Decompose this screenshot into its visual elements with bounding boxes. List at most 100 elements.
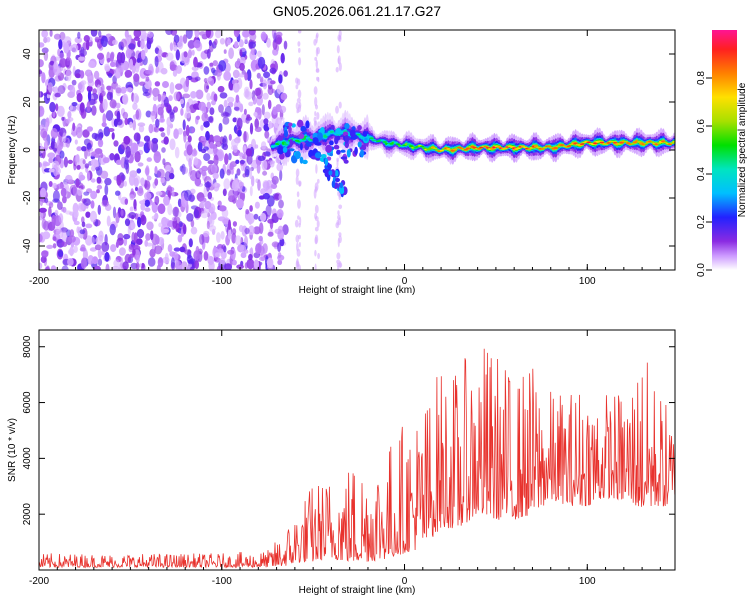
noise-blob (169, 138, 176, 151)
noise-blob (255, 87, 263, 100)
noise-blob (96, 189, 100, 194)
noise-blob (186, 213, 194, 222)
noise-blob (283, 40, 288, 50)
noise-blob (69, 229, 75, 238)
noise-blob (157, 257, 164, 268)
noise-streak-blob (314, 216, 319, 222)
noise-blob (220, 230, 225, 240)
noise-blob (206, 92, 211, 101)
noise-blob (222, 138, 227, 144)
noise-blob (109, 153, 115, 161)
ridge-fragment (302, 159, 308, 165)
noise-blob (215, 30, 222, 39)
x-tick-label: 100 (579, 276, 596, 287)
noise-blob (130, 222, 136, 230)
noise-streak-blob (298, 57, 302, 66)
noise-blob (117, 233, 124, 241)
noise-blob (155, 235, 160, 245)
noise-blob (86, 101, 91, 113)
ridge-cell (604, 143, 609, 145)
noise-blob (218, 205, 227, 212)
y-tick-label: -40 (22, 238, 33, 253)
noise-blob (102, 113, 107, 125)
ridge-cell (408, 145, 414, 148)
noise-blob (183, 131, 187, 143)
noise-blob (94, 244, 102, 251)
noise-blob (76, 164, 81, 170)
noise-blob (283, 70, 288, 77)
noise-blob (106, 215, 111, 227)
ridge-fragment (329, 152, 333, 157)
noise-blob (95, 166, 100, 171)
noise-blob (50, 141, 55, 150)
noise-blob (153, 151, 162, 163)
noise-blob (244, 72, 248, 81)
noise-blob (276, 163, 284, 172)
noise-blob (40, 212, 44, 219)
noise-blob (97, 258, 103, 266)
noise-blob (97, 248, 102, 259)
ridge-cell (382, 141, 387, 143)
noise-blob (83, 198, 91, 206)
noise-streak-blob (295, 102, 299, 110)
colorbar-axes: 0.0 0.2 0.4 0.6 0.8 (696, 71, 712, 277)
noise-blob (39, 91, 42, 98)
noise-blob (169, 82, 175, 94)
spectrogram-signal-ridge (270, 109, 675, 198)
noise-blob (169, 251, 176, 257)
noise-blob (73, 245, 78, 253)
noise-blob (104, 251, 110, 262)
noise-blob (233, 30, 240, 38)
noise-blob (246, 114, 251, 119)
noise-blob (146, 39, 152, 50)
noise-blob (162, 81, 169, 88)
noise-blob (200, 136, 207, 142)
noise-blob (261, 159, 268, 171)
noise-blob (136, 168, 142, 174)
noise-blob (219, 257, 226, 265)
noise-blob (40, 255, 47, 264)
noise-blob (182, 93, 191, 99)
ridge-cell (599, 141, 605, 144)
noise-blob (52, 147, 57, 152)
noise-blob (266, 37, 271, 48)
noise-blob (81, 146, 87, 152)
ridge-fragment (343, 159, 349, 164)
ridge-cell (672, 140, 675, 143)
noise-blob (198, 197, 207, 203)
noise-blob (255, 243, 262, 255)
noise-blob (62, 195, 67, 204)
noise-blob (123, 135, 131, 145)
noise-blob (214, 69, 223, 77)
noise-blob (248, 253, 253, 261)
ridge-fragment (325, 144, 333, 153)
noise-blob (115, 84, 122, 97)
y-tick-label: 6000 (22, 391, 33, 414)
noise-blob (39, 42, 45, 48)
noise-blob (63, 36, 72, 45)
noise-blob (190, 91, 197, 99)
noise-streak-blob (298, 47, 301, 53)
ridge-cell (286, 141, 291, 145)
noise-blob (91, 236, 95, 245)
noise-blob (52, 198, 60, 203)
noise-blob (161, 228, 170, 233)
noise-blob (184, 249, 192, 255)
ridge-tail-fragment (331, 180, 336, 189)
noise-blob (39, 262, 43, 269)
noise-blob (244, 35, 248, 44)
noise-streak-blob (298, 30, 302, 34)
noise-blob (279, 105, 287, 114)
noise-blob (273, 193, 281, 201)
noise-blob (157, 106, 164, 116)
noise-streak-blob (314, 249, 317, 257)
noise-blob (244, 91, 253, 100)
noise-blob (150, 110, 156, 116)
noise-streak-blob (336, 45, 340, 54)
noise-blob (182, 224, 187, 235)
noise-streak-blob (316, 220, 320, 228)
noise-blob (214, 182, 218, 187)
noise-blob (94, 148, 103, 155)
noise-blob (84, 163, 90, 169)
noise-blob (112, 206, 117, 219)
